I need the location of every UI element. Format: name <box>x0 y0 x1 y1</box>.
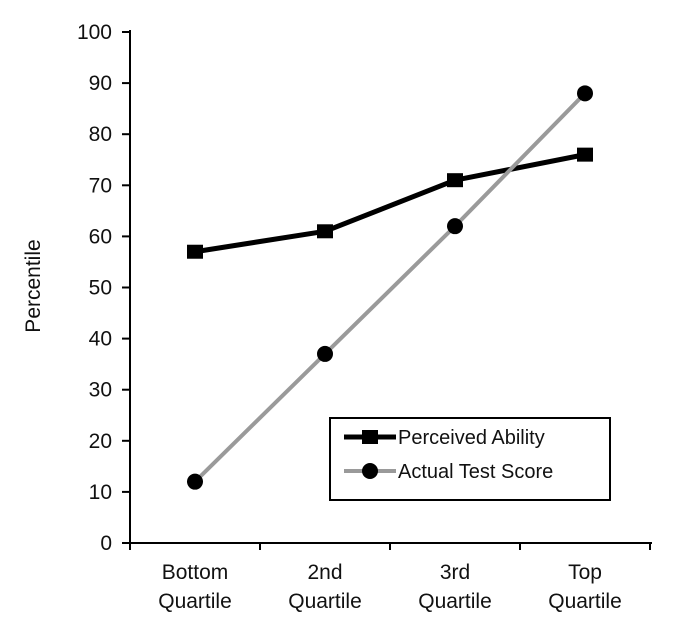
data-point-square <box>317 224 333 239</box>
y-tick-label: 30 <box>89 379 112 402</box>
x-tick-label: Quartile <box>158 590 232 613</box>
data-point-circle <box>187 473 203 490</box>
y-tick-label: 90 <box>89 72 112 95</box>
x-tick-label: Quartile <box>288 590 362 613</box>
y-tick-label: 80 <box>89 123 112 146</box>
legend-label: Perceived Ability <box>398 427 545 449</box>
y-tick-label: 40 <box>89 328 112 351</box>
y-tick-label: 0 <box>100 532 112 555</box>
legend: Perceived Ability Actual Test Score <box>329 417 611 501</box>
series-layer <box>187 85 593 490</box>
x-tick-label: 3rd <box>440 561 470 584</box>
legend-marker-circle <box>362 463 378 479</box>
x-ticks: Bottom Quartile 2nd Quartile 3rd Quartile Top Q… <box>129 543 651 613</box>
data-point-square <box>577 147 593 162</box>
data-point-square <box>447 173 463 188</box>
legend-marker-square <box>362 430 378 444</box>
x-tick-label: Bottom <box>162 561 229 584</box>
data-point-circle <box>447 218 463 235</box>
legend-label: Actual Test Score <box>398 461 553 483</box>
y-tick-label: 60 <box>89 225 112 248</box>
series-actual-test-score <box>187 85 593 490</box>
y-axis-title: Percentile <box>22 239 45 332</box>
y-tick-label: 100 <box>77 21 112 44</box>
y-tick-label: 10 <box>89 481 112 504</box>
series-perceived-ability <box>187 147 593 259</box>
data-point-circle <box>317 345 333 362</box>
data-point-square <box>187 244 203 259</box>
x-tick-label: 2nd <box>307 561 342 584</box>
data-point-circle <box>577 85 593 102</box>
y-tick-label: 20 <box>89 430 112 453</box>
series-line <box>193 91 587 484</box>
y-ticks: 0 10 20 30 40 50 60 70 80 90 100 <box>77 21 130 555</box>
x-tick-label: Top <box>568 561 602 584</box>
y-tick-label: 50 <box>89 277 112 300</box>
x-tick-label: Quartile <box>418 590 492 613</box>
x-tick-label: Quartile <box>548 590 622 613</box>
series-line <box>194 152 586 255</box>
y-tick-label: 70 <box>89 174 112 197</box>
